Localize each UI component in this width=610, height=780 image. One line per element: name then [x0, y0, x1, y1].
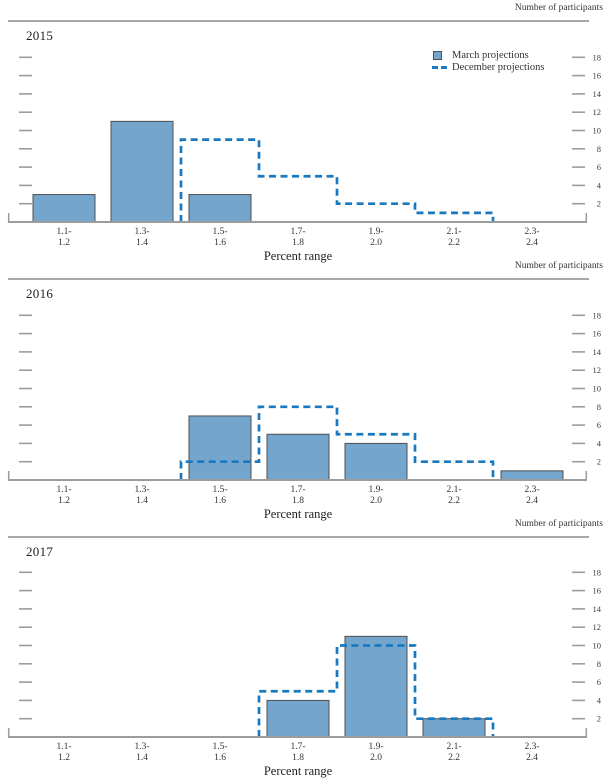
- panel-2015: 2 4 6 8 10 12 14 16 18: [7, 20, 602, 223]
- x-category-label: 1.5- 1.6: [212, 227, 228, 248]
- legend-row-march: March projections: [433, 49, 544, 61]
- panel-title-2015: 2015: [26, 28, 54, 43]
- chart-legend: March projections December projections: [432, 49, 545, 73]
- x-category-label: 1.5- 1.6: [212, 485, 228, 506]
- december-projections-step-line: [179, 138, 495, 222]
- y-tick-label: 12: [593, 107, 602, 117]
- y-tick-label: 6: [597, 420, 601, 430]
- panel-title-2016: 2016: [26, 286, 54, 301]
- bar-march-1.7-1.8: [266, 699, 330, 738]
- x-category-label: 1.7- 1.8: [290, 742, 306, 763]
- x-category-label: 1.3- 1.4: [134, 227, 150, 248]
- y-tick-label: 12: [593, 365, 602, 375]
- y-tick-label: 2: [597, 714, 601, 724]
- y-tick-label: 14: [593, 89, 602, 99]
- panel-title-2017: 2017: [26, 544, 54, 559]
- december-projections-step-line: [179, 405, 495, 480]
- y-tick-label: 14: [593, 347, 602, 357]
- bar-march-2.1-2.2: [422, 718, 486, 738]
- y-tick-label: 8: [597, 659, 601, 669]
- legend-row-december: December projections: [432, 61, 545, 73]
- december-projections-step-line: [257, 644, 495, 737]
- y-tick-label: 4: [597, 695, 602, 705]
- bar-march-2.3-2.4: [500, 470, 564, 481]
- y-tick-label: 4: [597, 180, 602, 190]
- y-tick-label: 18: [593, 52, 602, 62]
- x-category-label: 1.9- 2.0: [368, 227, 384, 248]
- x-category-label: 1.3- 1.4: [134, 485, 150, 506]
- x-category-label: 1.1- 1.2: [56, 742, 72, 763]
- x-category-label: 1.9- 2.0: [368, 742, 384, 763]
- y-tick-label: 8: [597, 402, 601, 412]
- y-tick-label: 6: [597, 677, 601, 687]
- x-category-label: 1.7- 1.8: [290, 485, 306, 506]
- y-tick-label: 2: [597, 457, 601, 467]
- y-tick-label: 18: [593, 310, 602, 320]
- x-category-label: 1.1- 1.2: [56, 227, 72, 248]
- y-tick-label: 14: [593, 604, 602, 614]
- y-tick-label: 10: [593, 384, 602, 394]
- y-tick-label: 2: [597, 199, 601, 209]
- bar-march-1.5-1.6: [188, 415, 252, 481]
- x-category-label: 1.3- 1.4: [134, 742, 150, 763]
- bar-march-1.3-1.4: [110, 120, 174, 223]
- x-category-label: 2.1- 2.2: [446, 227, 462, 248]
- x-category-label: 2.1- 2.2: [446, 485, 462, 506]
- right-axis-label: Number of participants: [514, 519, 603, 529]
- y-tick-label: 16: [593, 329, 602, 339]
- december-dashed-swatch-icon: [432, 65, 447, 69]
- y-tick-label: 16: [593, 586, 602, 596]
- x-category-label: 2.3- 2.4: [524, 485, 540, 506]
- x-category-label: 1.5- 1.6: [212, 742, 228, 763]
- y-tick-label: 10: [593, 641, 602, 651]
- x-category-label: 2.1- 2.2: [446, 742, 462, 763]
- y-tick-label: 10: [593, 126, 602, 136]
- right-axis-label: Number of participants: [514, 261, 603, 271]
- bar-march-1.7-1.8: [266, 433, 330, 481]
- x-category-label: 1.7- 1.8: [290, 227, 306, 248]
- right-axis-label: Number of participants: [514, 3, 603, 13]
- x-axis-label: Percent range: [263, 764, 333, 778]
- y-tick-label: 6: [597, 162, 601, 172]
- y-tick-label: 16: [593, 71, 602, 81]
- x-category-label: 1.1- 1.2: [56, 485, 72, 506]
- x-category-label: 2.3- 2.4: [524, 227, 540, 248]
- bar-march-1.9-2.0: [344, 442, 408, 481]
- y-tick-label: 8: [597, 144, 601, 154]
- march-bar-swatch-icon: [433, 50, 442, 60]
- y-tick-label: 18: [593, 567, 602, 577]
- legend-label-december: December projections: [452, 61, 545, 73]
- x-category-label: 1.9- 2.0: [368, 485, 384, 506]
- x-axis-label: Percent range: [263, 507, 333, 521]
- bar-march-1.1-1.2: [32, 194, 96, 223]
- bar-march-1.9-2.0: [344, 635, 408, 738]
- y-tick-label: 12: [593, 622, 602, 632]
- y-tick-label: 4: [597, 438, 602, 448]
- legend-label-march: March projections: [452, 49, 529, 61]
- bar-march-1.5-1.6: [188, 194, 252, 223]
- x-category-label: 2.3- 2.4: [524, 742, 540, 763]
- panel-2016: 2 4 6 8 10 12 14 16 18: [7, 278, 602, 481]
- x-axis-label: Percent range: [263, 249, 333, 263]
- panel-2017: 2 4 6 8 10 12 14 16 18: [7, 536, 602, 738]
